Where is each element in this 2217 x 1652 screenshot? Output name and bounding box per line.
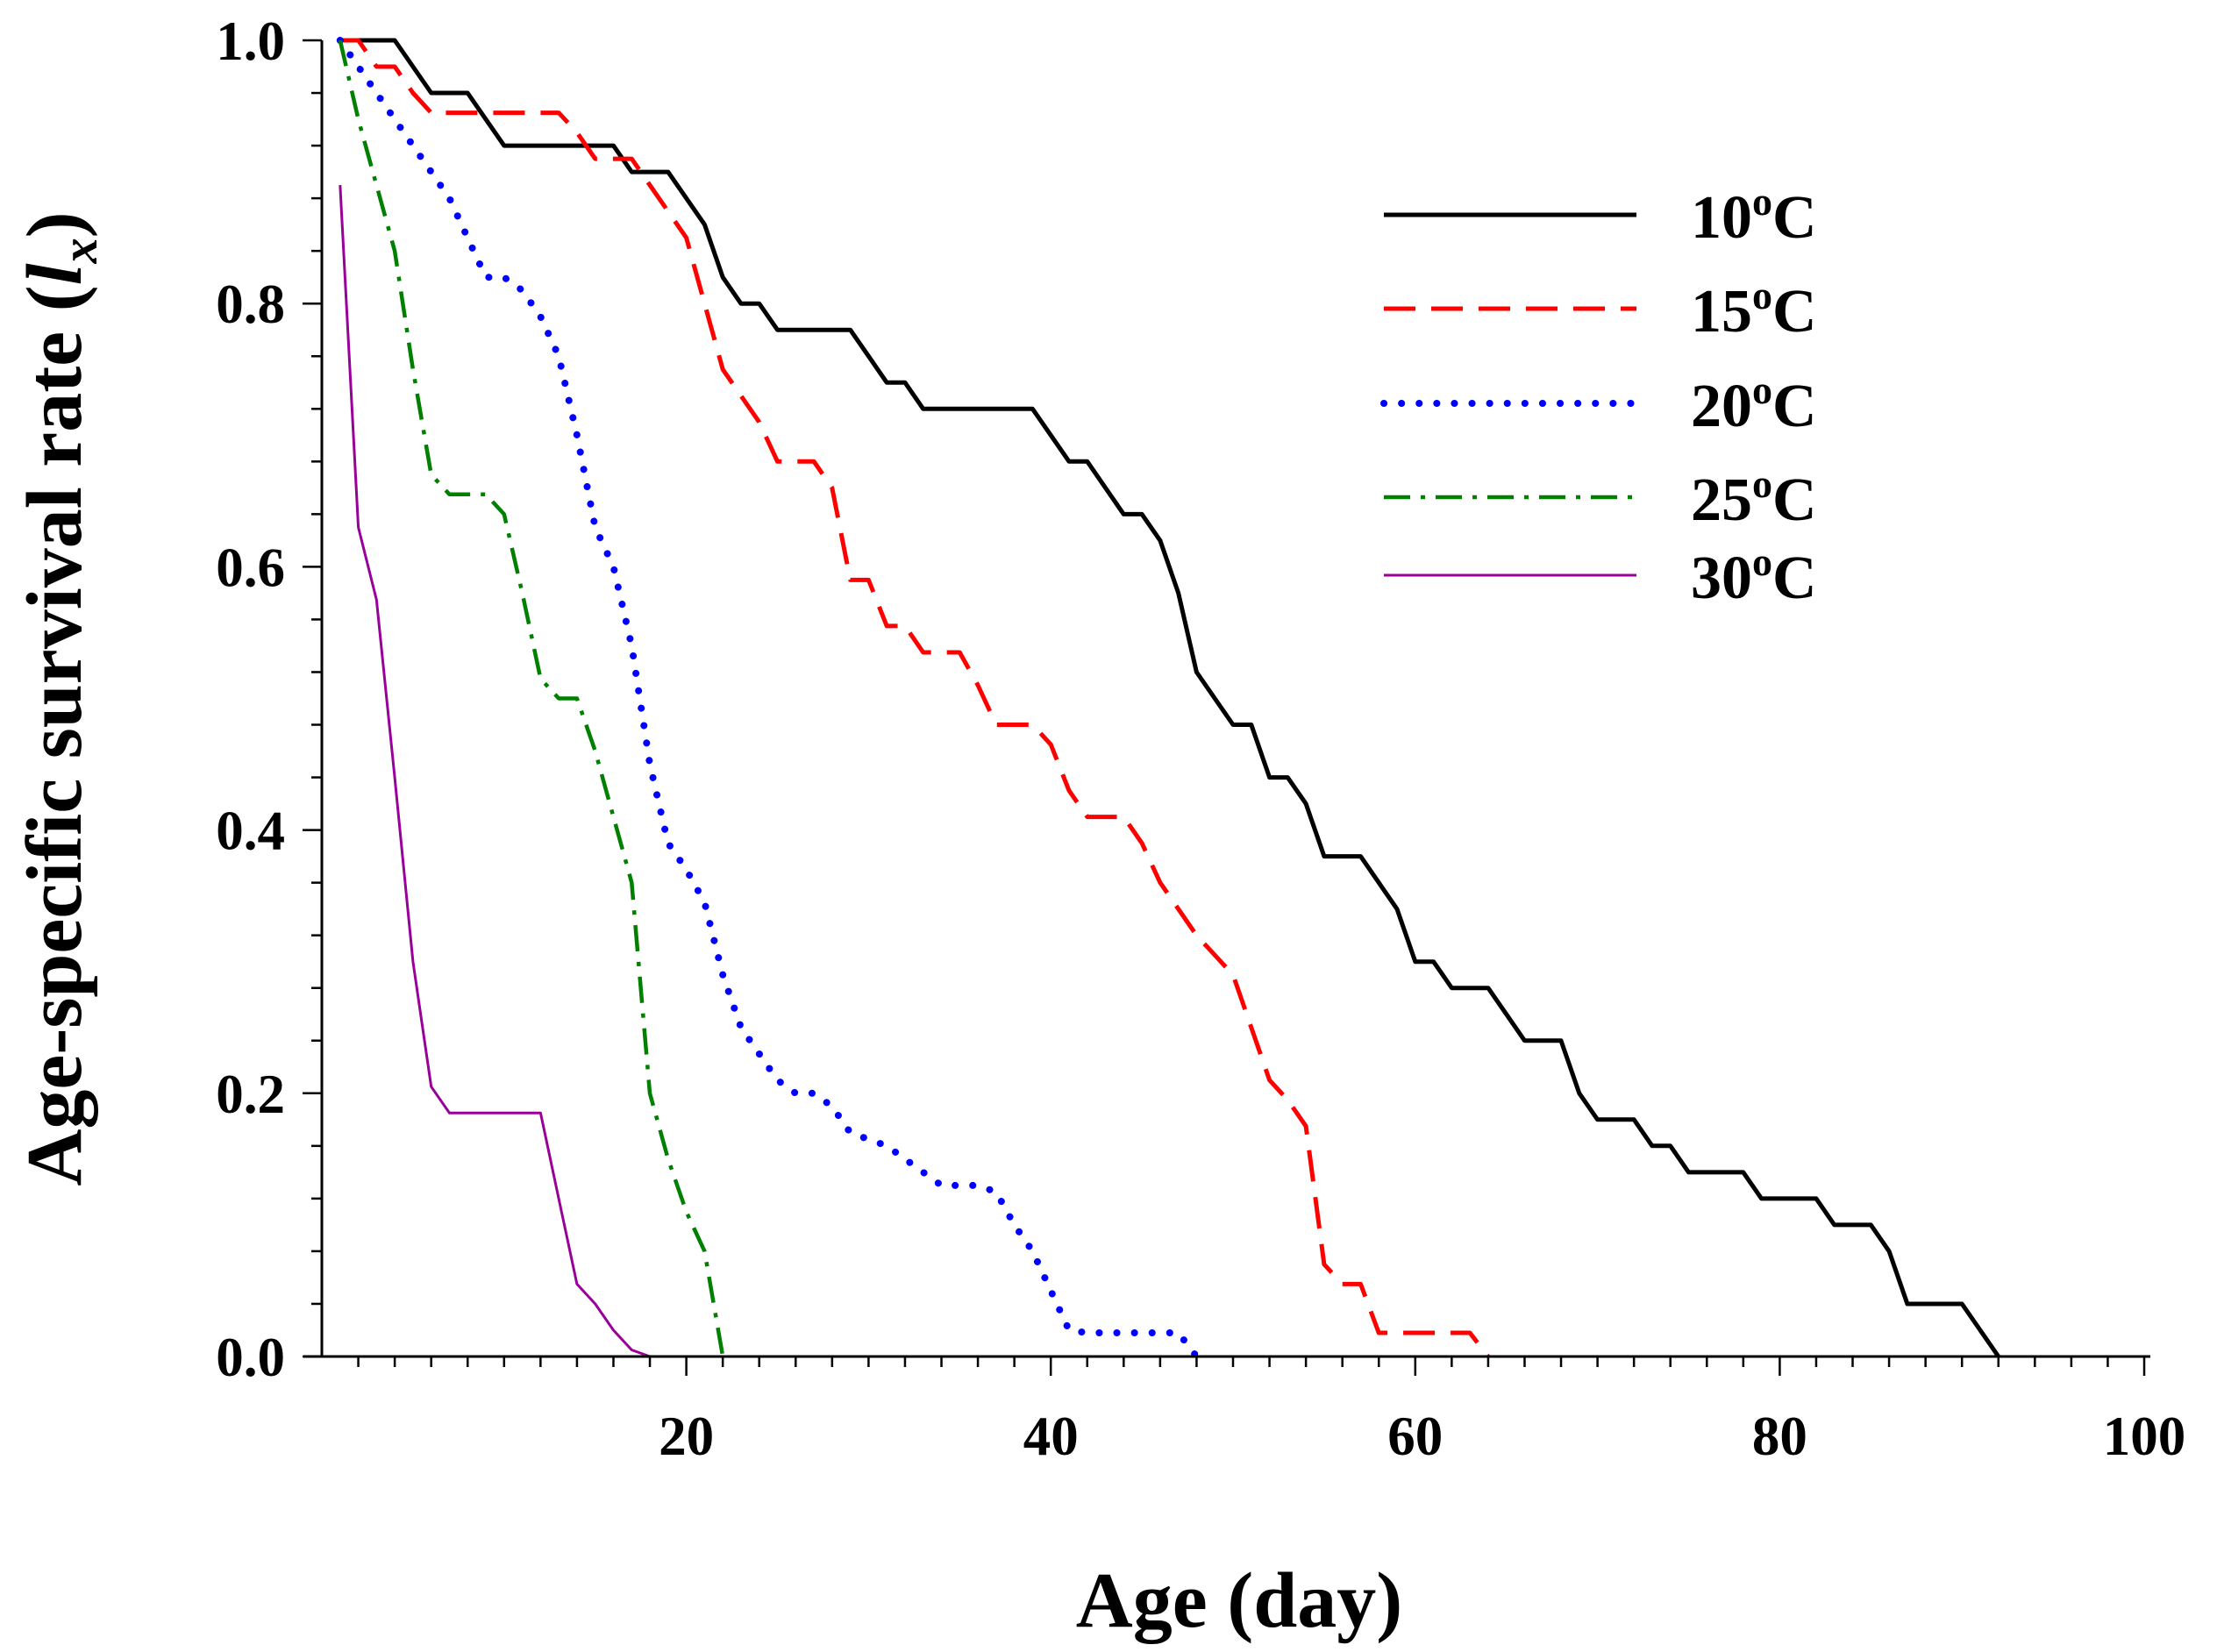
x-tick-label: 40 bbox=[1023, 1406, 1079, 1467]
legend-label-25c: 25oC bbox=[1691, 461, 1817, 534]
x-tick-label: 60 bbox=[1387, 1406, 1443, 1467]
series-line-10c bbox=[339, 38, 2000, 1358]
series-line-15c bbox=[339, 38, 1490, 1358]
y-tick-label: 0.6 bbox=[216, 537, 285, 598]
x-axis-title: Age (day) bbox=[1076, 1557, 1402, 1644]
legend-label-10c: 10oC bbox=[1691, 179, 1817, 252]
tick-labels: 20 40 60 80 100 0.0 0.2 0.4 0.6 0.8 1.0 bbox=[216, 11, 2185, 1467]
y-tick-label: 0.8 bbox=[216, 274, 285, 335]
y-axis-title-sub: x bbox=[51, 238, 108, 264]
y-axis-title: Age-specific survival rate (lx) bbox=[11, 211, 108, 1186]
series-line-30c bbox=[339, 185, 651, 1358]
x-tick-label: 80 bbox=[1752, 1406, 1807, 1467]
y-axis-title-end: ) bbox=[11, 211, 98, 238]
series-lines bbox=[336, 37, 2000, 1360]
series-line-25c bbox=[338, 39, 725, 1357]
y-axis-title-var: l bbox=[11, 263, 98, 285]
y-tick-label: 1.0 bbox=[216, 11, 285, 72]
series-line-20c bbox=[336, 37, 1201, 1360]
legend-label-15c: 15oC bbox=[1691, 273, 1817, 345]
legend-label-20c: 20oC bbox=[1691, 367, 1817, 440]
x-tick-label: 20 bbox=[659, 1406, 714, 1467]
y-tick-label: 0.4 bbox=[216, 801, 285, 862]
legend-label-30c: 30oC bbox=[1691, 539, 1817, 612]
plot-area bbox=[303, 37, 2150, 1376]
x-tick-label: 100 bbox=[2103, 1406, 2186, 1467]
y-axis-title-main: Age-specific survival rate ( bbox=[11, 285, 98, 1186]
y-tick-label: 0.2 bbox=[216, 1064, 285, 1125]
y-tick-label: 0.0 bbox=[216, 1327, 285, 1388]
